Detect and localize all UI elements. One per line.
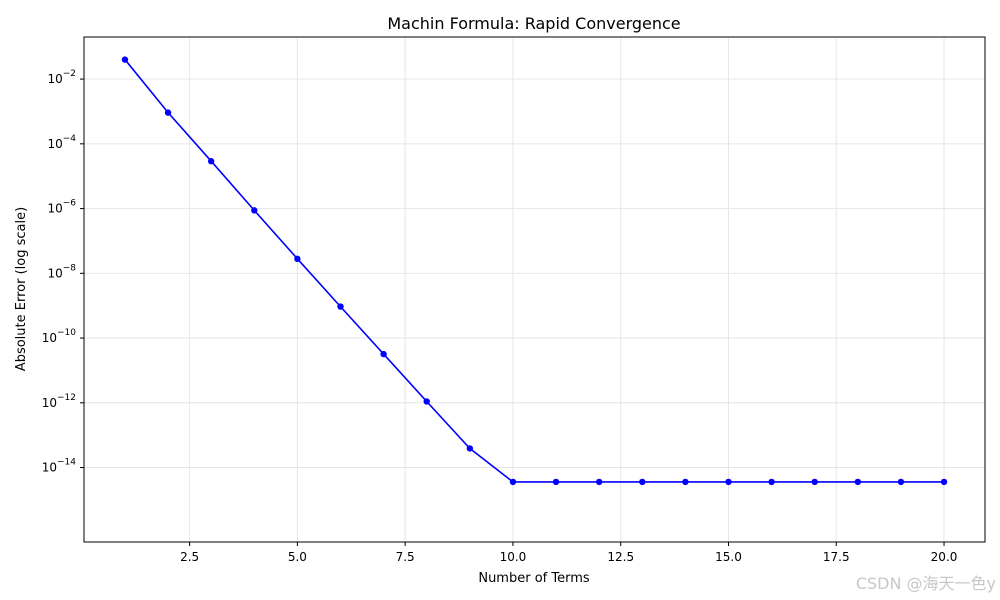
- data-layer: [121, 56, 948, 486]
- data-point: [509, 478, 517, 486]
- data-point: [854, 478, 862, 486]
- grid: [84, 37, 985, 542]
- data-point: [768, 478, 775, 486]
- x-axis-label: Number of Terms: [478, 571, 590, 586]
- x-tick-label: 5.0: [288, 550, 307, 564]
- x-tick-label: 2.5: [180, 550, 199, 564]
- x-tick-label: 15.0: [715, 550, 742, 564]
- y-tick-label: 10−14: [42, 458, 77, 475]
- data-point: [811, 478, 818, 486]
- y-axis-label: Absolute Error (log scale): [14, 207, 29, 371]
- data-point: [595, 478, 603, 486]
- y-axis-ticks: 10−2 10−4 10−6 10−8 10−10 10−12 10−14: [42, 69, 84, 475]
- chart-title: Machin Formula: Rapid Convergence: [387, 14, 680, 33]
- y-tick-label: 10−8: [47, 263, 76, 280]
- data-point: [897, 478, 905, 486]
- series-line: [124, 59, 944, 483]
- x-tick-label: 10.0: [500, 550, 527, 564]
- data-point: [380, 350, 387, 358]
- x-tick-label: 20.0: [931, 550, 958, 564]
- x-tick-label: 7.5: [396, 550, 415, 564]
- data-point: [337, 303, 344, 310]
- y-tick-label: 10−6: [47, 199, 76, 216]
- x-tick-label: 12.5: [607, 550, 634, 564]
- data-point: [164, 109, 172, 116]
- data-point: [251, 207, 258, 214]
- data-point: [552, 478, 560, 486]
- data-point: [207, 158, 215, 165]
- y-tick-label: 10−2: [47, 69, 76, 86]
- data-point: [121, 56, 129, 63]
- y-tick-label: 10−12: [42, 393, 76, 410]
- watermark: CSDN @海天一色y: [855, 574, 996, 593]
- x-axis-ticks: 2.5 5.0 7.5 10.0 12.5 15.0 17.5 20.0: [180, 542, 957, 564]
- data-point: [682, 478, 689, 486]
- data-point: [423, 398, 430, 405]
- y-tick-label: 10−10: [42, 328, 77, 345]
- plot-area-frame: [83, 36, 986, 543]
- y-tick-label: 10−4: [47, 134, 76, 151]
- data-point: [294, 255, 301, 263]
- data-point: [940, 478, 948, 486]
- data-point: [725, 478, 732, 486]
- x-tick-label: 17.5: [823, 550, 850, 564]
- data-point: [466, 445, 474, 452]
- data-point: [639, 478, 646, 486]
